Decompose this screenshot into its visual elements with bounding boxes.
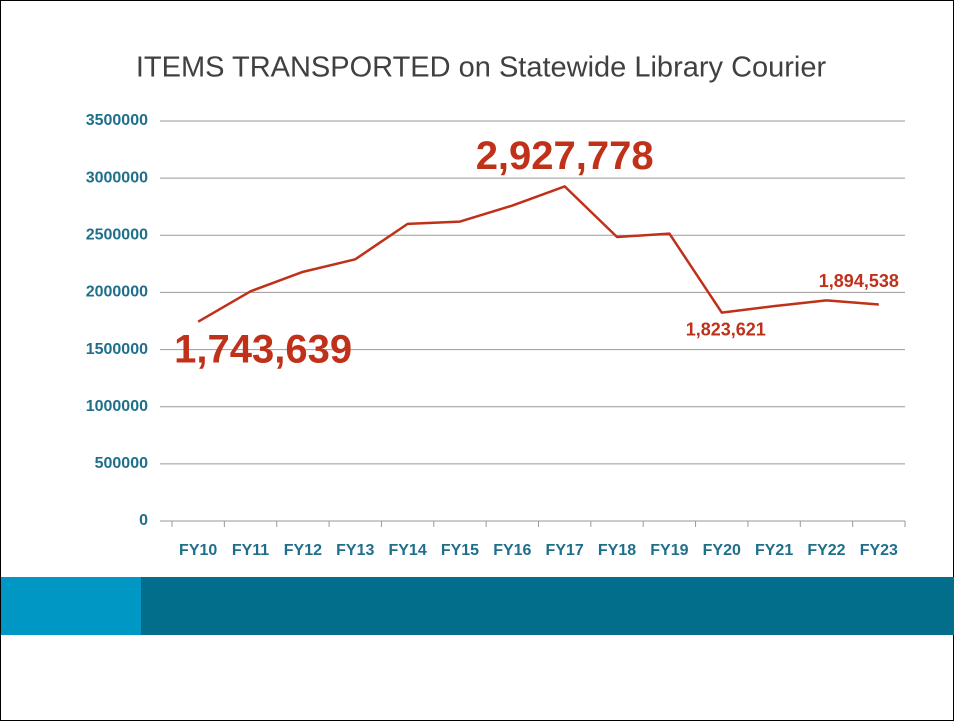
data-label: 1,823,621 <box>686 319 766 339</box>
x-tick-label: FY16 <box>493 542 531 559</box>
x-tick-label: FY23 <box>860 542 898 559</box>
x-tick-label: FY15 <box>441 542 479 559</box>
x-tick-label: FY13 <box>336 542 374 559</box>
y-tick-label: 2000000 <box>86 284 148 301</box>
data-label: 2,927,778 <box>476 134 654 178</box>
x-tick-label: FY11 <box>232 542 269 559</box>
chart-title: ITEMS TRANSPORTED on Statewide Library C… <box>136 52 827 84</box>
accent-band-light <box>1 577 141 635</box>
accent-band-dark <box>141 577 954 635</box>
x-tick-label: FY21 <box>755 542 793 559</box>
x-tick-label: FY19 <box>650 542 688 559</box>
y-tick-label: 0 <box>139 512 148 529</box>
y-tick-label: 1000000 <box>86 398 148 415</box>
x-tick-label: FY10 <box>179 542 217 559</box>
x-tick-label: FY14 <box>388 542 426 559</box>
x-tick-label: FY12 <box>284 542 322 559</box>
x-tick-label: FY18 <box>598 542 636 559</box>
data-label: 1,743,639 <box>174 327 352 371</box>
y-tick-label: 3000000 <box>86 169 148 186</box>
x-tick-label: FY22 <box>807 542 845 559</box>
y-tick-label: 3500000 <box>86 112 148 129</box>
y-tick-label: 500000 <box>95 455 148 472</box>
line-series <box>197 185 879 323</box>
x-tick-label: FY20 <box>703 542 741 559</box>
x-tick-label: FY17 <box>546 542 584 559</box>
y-tick-label: 1500000 <box>86 341 148 358</box>
y-tick-label: 2500000 <box>86 227 148 244</box>
data-label: 1,894,538 <box>819 271 899 291</box>
